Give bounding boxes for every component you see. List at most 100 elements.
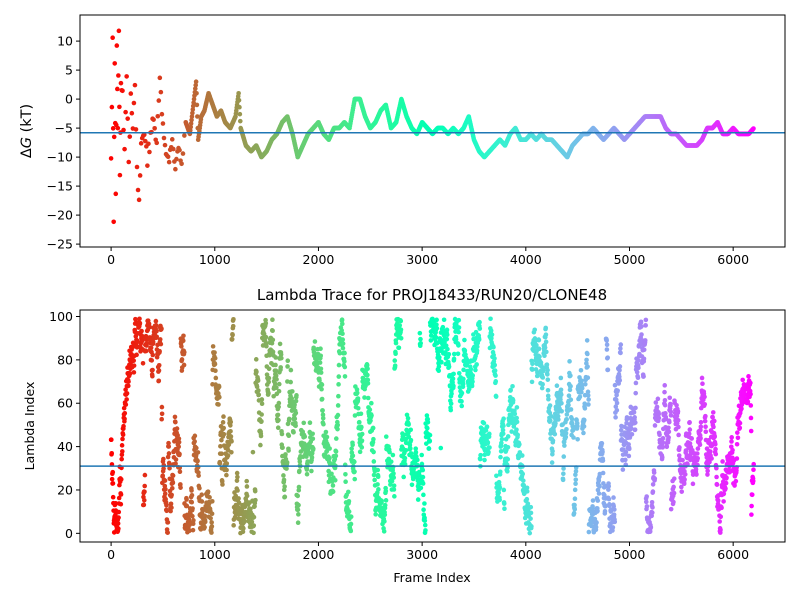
lambda-point	[304, 471, 310, 477]
lambda-point	[169, 492, 174, 498]
lambda-point	[564, 416, 569, 422]
lambda-point	[711, 418, 717, 424]
lambda-point	[350, 453, 356, 459]
lambda-point	[486, 449, 491, 455]
lambda-point	[585, 364, 590, 369]
lambda-point	[498, 454, 503, 460]
lambda-point	[208, 516, 213, 521]
lambda-point	[369, 400, 374, 406]
lambda-point	[123, 402, 129, 407]
lambda-point	[368, 418, 373, 423]
lambda-point	[282, 494, 288, 500]
lambda-point	[272, 381, 278, 387]
free-energy-point	[126, 159, 132, 165]
lambda-point	[470, 379, 475, 384]
lambda-point	[629, 431, 635, 437]
lambda-point	[656, 411, 662, 417]
lambda-point	[119, 456, 124, 462]
lambda-point	[116, 509, 122, 515]
lambda-point	[375, 474, 381, 480]
lambda-point	[492, 362, 498, 368]
lambda-point	[365, 377, 371, 383]
lambda-point	[479, 440, 485, 446]
free-energy-point	[189, 114, 195, 119]
lambda-point	[420, 481, 426, 486]
lambda-point	[700, 381, 705, 387]
lambda-point	[254, 369, 259, 375]
y-tick-label: −20	[47, 208, 73, 223]
lambda-point	[595, 508, 600, 514]
lambda-point	[493, 379, 499, 384]
lambda-point	[178, 485, 183, 490]
free-energy-point	[110, 35, 115, 40]
lambda-point	[218, 443, 223, 449]
lambda-point	[618, 350, 623, 356]
lambda-point	[326, 468, 331, 474]
lambda-point	[187, 528, 192, 534]
lambda-point	[505, 456, 511, 462]
lambda-point	[176, 444, 181, 450]
lambda-point	[382, 502, 388, 508]
lambda-point	[365, 381, 371, 386]
free-energy-point	[147, 149, 152, 155]
lambda-point	[617, 368, 622, 373]
free-energy-point	[132, 82, 138, 88]
lambda-point	[529, 379, 535, 385]
lambda-point	[634, 369, 640, 375]
lambda-point	[668, 413, 674, 418]
lambda-point	[119, 443, 125, 448]
lambda-point	[383, 488, 389, 494]
lambda-point	[336, 393, 341, 399]
free-energy-point	[135, 187, 141, 193]
lambda-point	[199, 499, 205, 504]
lambda-point	[372, 477, 377, 483]
lambda-point	[173, 457, 179, 462]
lambda-point	[534, 373, 540, 379]
lambda-point	[545, 377, 551, 382]
lambda-point	[514, 415, 519, 421]
lambda-point	[346, 489, 351, 495]
lambda-points	[108, 316, 756, 536]
lambda-point	[421, 492, 426, 498]
lambda-point	[544, 362, 550, 367]
lambda-point	[248, 506, 253, 512]
lambda-point	[590, 504, 595, 509]
free-energy-point	[195, 114, 200, 119]
x-tick-label: 0	[107, 252, 115, 267]
lambda-point	[226, 442, 232, 447]
lambda-point	[126, 379, 131, 384]
lambda-point	[597, 484, 602, 489]
lambda-point	[392, 494, 397, 499]
free-energy-point	[169, 137, 175, 142]
lambda-point	[456, 329, 461, 335]
lambda-point	[160, 473, 166, 478]
lambda-point	[156, 368, 162, 373]
lambda-point	[346, 509, 352, 514]
lambda-point	[352, 469, 357, 474]
lambda-point	[408, 437, 414, 443]
lambda-point	[295, 493, 301, 499]
lambda-point	[714, 482, 720, 487]
lambda-point	[679, 484, 684, 490]
lambda-point	[292, 402, 297, 408]
lambda-point	[131, 363, 137, 368]
lambda-point	[608, 507, 614, 512]
lambda-point	[614, 400, 620, 406]
lambda-point	[297, 468, 302, 474]
free-energy-point	[166, 159, 172, 165]
free-energy-point	[190, 103, 196, 109]
x-tick-label: 5000	[614, 547, 646, 562]
lambda-point	[417, 330, 423, 336]
lambda-point	[667, 395, 673, 401]
lambda-point	[707, 459, 712, 465]
lambda-point	[654, 404, 660, 410]
lambda-point	[748, 391, 753, 397]
lambda-point	[568, 373, 573, 378]
lambda-point	[720, 459, 725, 464]
lambda-point	[310, 436, 316, 442]
lambda-point	[408, 446, 413, 451]
lambda-point	[643, 323, 648, 328]
lambda-point	[127, 371, 133, 376]
lambda-point	[229, 439, 234, 444]
lambda-point	[748, 380, 753, 386]
